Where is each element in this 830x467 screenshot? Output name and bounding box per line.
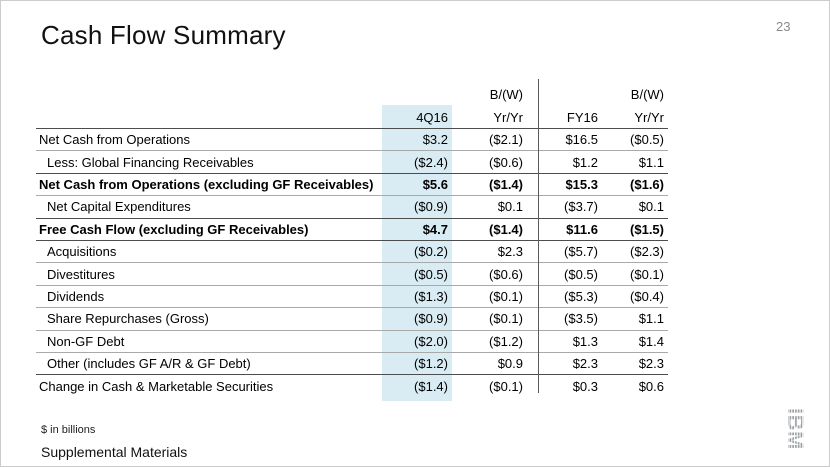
table-row: Net Cash from Operations $3.2 ($2.1) $16… xyxy=(36,129,668,152)
table-row: Change in Cash & Marketable Securities (… xyxy=(36,375,668,397)
row-fy-yy-value: ($1.6) xyxy=(630,176,664,192)
table-row: Less: Global Financing Receivables ($2.4… xyxy=(36,151,668,174)
row-label: Acquisitions xyxy=(47,244,117,260)
row-label: Net Cash from Operations (excluding GF R… xyxy=(39,176,374,192)
table-row: Net Capital Expenditures ($0.9) $0.1 ($3… xyxy=(36,196,668,219)
row-q4-value: ($1.2) xyxy=(414,356,448,372)
header-yryr-q4: Yr/Yr xyxy=(493,110,523,125)
row-q4-value: ($0.9) xyxy=(414,199,448,215)
row-label: Free Cash Flow (excluding GF Receivables… xyxy=(39,221,309,237)
table-header-row-1: B/(W) B/(W) xyxy=(36,81,668,105)
row-fy-yy-value: $1.1 xyxy=(638,311,664,327)
table-row-subtotal: Free Cash Flow (excluding GF Receivables… xyxy=(36,219,668,241)
row-fy-yy-value: $0.6 xyxy=(638,378,664,394)
header-bw-fy: B/(W) xyxy=(630,87,664,102)
quarter-column-highlight xyxy=(382,105,452,401)
quarter-fullyear-divider xyxy=(538,79,539,393)
table-header-row-2: 4Q16 Yr/Yr FY16 Yr/Yr xyxy=(36,105,668,129)
cash-flow-table: B/(W) B/(W) 4Q16 Yr/Yr FY16 Yr/Yr Net Ca… xyxy=(36,79,668,401)
row-fy-yy-value: $0.1 xyxy=(638,199,664,215)
row-q4-value: ($0.9) xyxy=(414,311,448,327)
row-label: Net Cash from Operations xyxy=(39,132,191,148)
table-row: Dividends ($1.3) ($0.1) ($5.3) ($0.4) xyxy=(36,286,668,309)
table-row: Share Repurchases (Gross) ($0.9) ($0.1) … xyxy=(36,308,668,331)
row-fy-yy-value: $1.1 xyxy=(638,154,664,170)
row-q4-value: $3.2 xyxy=(422,132,448,148)
row-label: Dividends xyxy=(47,288,105,304)
units-footnote: $ in billions xyxy=(41,424,96,436)
row-fy-value: $0.3 xyxy=(572,378,598,394)
row-fy-value: $2.3 xyxy=(572,356,598,372)
row-q4-yy-value: ($2.1) xyxy=(489,132,523,148)
row-fy-value: $11.6 xyxy=(566,221,598,237)
header-bw-q4: B/(W) xyxy=(489,87,523,102)
table-row-subtotal: Net Cash from Operations (excluding GF R… xyxy=(36,174,668,197)
row-fy-value: ($0.5) xyxy=(564,266,598,282)
row-fy-yy-value: ($0.1) xyxy=(630,266,664,282)
row-q4-value: ($1.4) xyxy=(414,378,448,394)
row-label: Share Repurchases (Gross) xyxy=(47,311,209,327)
table-row: Acquisitions ($0.2) $2.3 ($5.7) ($2.3) xyxy=(36,241,668,264)
row-q4-value: $5.6 xyxy=(422,176,448,192)
row-q4-yy-value: $0.1 xyxy=(497,199,523,215)
row-fy-yy-value: $2.3 xyxy=(638,356,664,372)
row-q4-value: $4.7 xyxy=(422,221,448,237)
row-label: Non-GF Debt xyxy=(47,333,125,349)
row-fy-value: $15.3 xyxy=(565,176,598,192)
row-q4-yy-value: ($1.4) xyxy=(489,176,523,192)
row-fy-value: ($3.7) xyxy=(564,199,598,215)
footer-label: Supplemental Materials xyxy=(41,444,188,460)
header-fy16: FY16 xyxy=(566,110,598,125)
row-q4-value: ($1.3) xyxy=(414,288,448,304)
row-fy-yy-value: ($0.4) xyxy=(630,288,664,304)
row-q4-value: ($2.0) xyxy=(414,333,448,349)
ibm-logo-icon: IBM xyxy=(783,407,808,451)
row-label: Net Capital Expenditures xyxy=(47,199,191,215)
row-q4-yy-value: ($0.1) xyxy=(489,378,523,394)
table-row: Non-GF Debt ($2.0) ($1.2) $1.3 $1.4 xyxy=(36,331,668,353)
row-fy-yy-value: ($2.3) xyxy=(630,244,664,260)
row-q4-value: ($0.5) xyxy=(414,266,448,282)
row-q4-yy-value: ($0.6) xyxy=(489,266,523,282)
row-label: Divestitures xyxy=(47,266,115,282)
header-yryr-fy: Yr/Yr xyxy=(634,110,664,125)
row-fy-yy-value: ($1.5) xyxy=(630,221,664,237)
row-q4-yy-value: $2.3 xyxy=(497,244,523,260)
row-label: Change in Cash & Marketable Securities xyxy=(39,378,274,394)
row-q4-yy-value: ($1.2) xyxy=(489,333,523,349)
row-fy-value: ($5.7) xyxy=(564,244,598,260)
row-fy-value: $1.2 xyxy=(572,154,598,170)
svg-text:IBM: IBM xyxy=(785,408,807,450)
page-title: Cash Flow Summary xyxy=(41,20,286,50)
page-number: 23 xyxy=(776,19,791,34)
row-q4-yy-value: ($0.6) xyxy=(489,154,523,170)
row-q4-yy-value: ($0.1) xyxy=(489,311,523,327)
row-q4-yy-value: $0.9 xyxy=(497,356,523,372)
row-q4-yy-value: ($0.1) xyxy=(489,288,523,304)
header-4q16: 4Q16 xyxy=(416,110,448,125)
row-q4-value: ($0.2) xyxy=(414,244,448,260)
table-row: Divestitures ($0.5) ($0.6) ($0.5) ($0.1) xyxy=(36,263,668,286)
row-q4-value: ($2.4) xyxy=(414,154,448,170)
row-fy-yy-value: $1.4 xyxy=(638,333,664,349)
row-q4-yy-value: ($1.4) xyxy=(489,221,523,237)
row-label: Other (includes GF A/R & GF Debt) xyxy=(47,356,251,372)
row-fy-value: $16.5 xyxy=(565,132,598,148)
row-fy-yy-value: ($0.5) xyxy=(630,132,664,148)
table-row: Other (includes GF A/R & GF Debt) ($1.2)… xyxy=(36,353,668,376)
row-label: Less: Global Financing Receivables xyxy=(47,154,254,170)
row-fy-value: ($3.5) xyxy=(564,311,598,327)
row-fy-value: ($5.3) xyxy=(564,288,598,304)
row-fy-value: $1.3 xyxy=(572,333,598,349)
